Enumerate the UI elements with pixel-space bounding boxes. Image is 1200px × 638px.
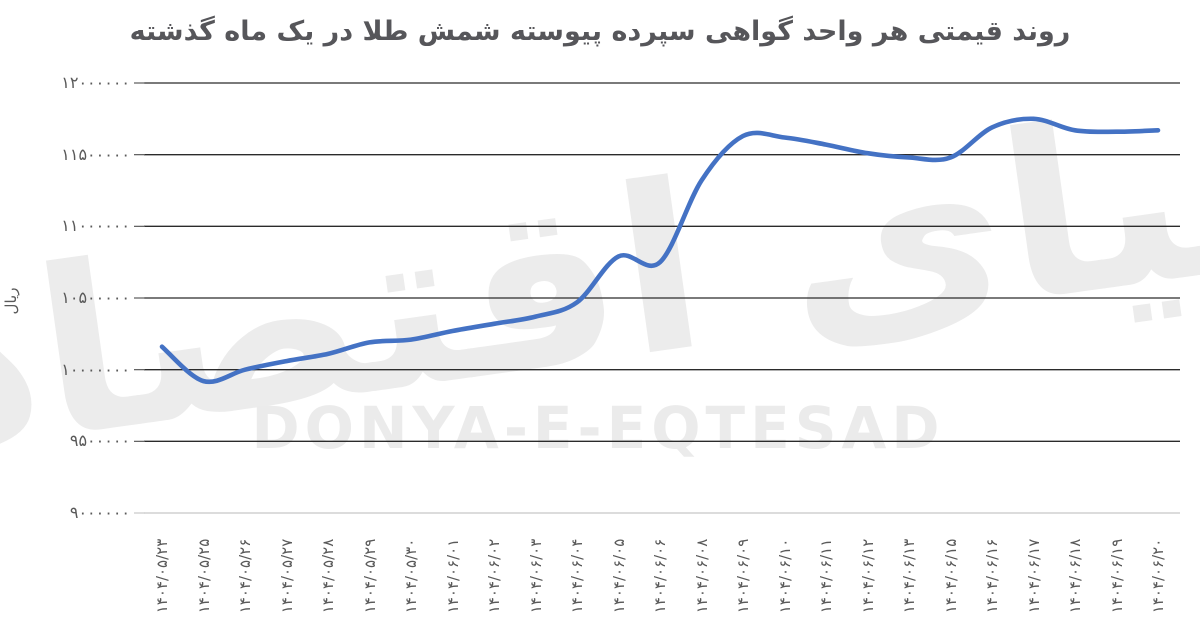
gridlines-group xyxy=(144,82,1180,514)
x-axis-tick-label: ۱۴۰۴/۰۶/۱۲ xyxy=(858,538,877,614)
y-axis-tick-label: ۱۲۰۰۰۰۰۰ xyxy=(61,73,130,92)
x-axis-tick-label: ۱۴۰۴/۰۵/۲۵ xyxy=(194,538,213,614)
x-axis-tick-label: ۱۴۰۴/۰۶/۲۰ xyxy=(1149,538,1167,614)
x-axis-tick-label: ۱۴۰۴/۰۶/۰۱ xyxy=(443,538,462,614)
x-axis-tick-label: ۱۴۰۴/۰۶/۱۹ xyxy=(1107,538,1126,614)
x-axis-tick-label: ۱۴۰۴/۰۶/۱۶ xyxy=(983,538,1001,614)
x-axis-tick-label: ۱۴۰۴/۰۵/۲۳ xyxy=(153,538,171,614)
watermark-latin-text: DONYA-E-EQTESAD xyxy=(251,394,945,462)
x-axis-tick-label: ۱۴۰۴/۰۵/۲۶ xyxy=(236,538,254,614)
y-axis-tick-marks-group xyxy=(134,82,145,514)
x-axis-tick-label: ۱۴۰۴/۰۶/۰۳ xyxy=(526,538,545,614)
y-axis-tick-label: ۱۰۵۰۰۰۰۰ xyxy=(61,288,130,307)
x-axis-tick-label: ۱۴۰۴/۰۶/۱۵ xyxy=(941,538,960,614)
y-axis-tick-label: ۹۰۰۰۰۰۰ xyxy=(69,503,130,522)
y-axis-tick-label: ۱۱۰۰۰۰۰۰ xyxy=(61,216,130,236)
x-axis-tick-label: ۱۴۰۴/۰۶/۰۵ xyxy=(609,538,628,614)
x-axis-tick-label: ۱۴۰۴/۰۵/۲۸ xyxy=(319,538,337,614)
y-axis-tick-label: ۱۱۵۰۰۰۰۰ xyxy=(61,144,130,164)
y-axis-tick-label: ۱۰۰۰۰۰۰۰ xyxy=(61,359,130,379)
x-axis-tick-label: ۱۴۰۴/۰۶/۱۳ xyxy=(900,538,918,614)
x-axis-tick-label: ۱۴۰۴/۰۵/۲۹ xyxy=(360,538,379,614)
x-axis-tick-label: ۱۴۰۴/۰۶/۰۶ xyxy=(651,538,669,614)
price-line-series xyxy=(159,116,1161,385)
x-axis-tick-label: ۱۴۰۴/۰۶/۰۸ xyxy=(692,538,711,614)
x-axis-tick-label: ۱۴۰۴/۰۶/۱۱ xyxy=(817,538,835,614)
x-axis-tick-label: ۱۴۰۴/۰۶/۰۴ xyxy=(568,538,586,614)
y-axis-tick-label: ۹۵۰۰۰۰۰ xyxy=(69,431,130,451)
x-axis-tick-label: ۱۴۰۴/۰۶/۱۷ xyxy=(1024,538,1043,614)
x-axis-tick-label: ۱۴۰۴/۰۶/۰۹ xyxy=(734,538,752,614)
x-axis-tick-label: ۱۴۰۴/۰۶/۱۸ xyxy=(1066,538,1084,614)
x-axis-tick-label: ۱۴۰۴/۰۶/۱۰ xyxy=(775,538,794,614)
chart-title: روند قیمتی هر واحد گواهی سپرده پیوسته شم… xyxy=(129,16,1071,47)
x-axis-tick-label: ۱۴۰۴/۰۵/۳۰ xyxy=(402,538,420,614)
x-axis-tick-label: ۱۴۰۴/۰۶/۰۲ xyxy=(485,538,503,614)
x-axis-tick-label: ۱۴۰۴/۰۵/۲۷ xyxy=(277,538,296,614)
